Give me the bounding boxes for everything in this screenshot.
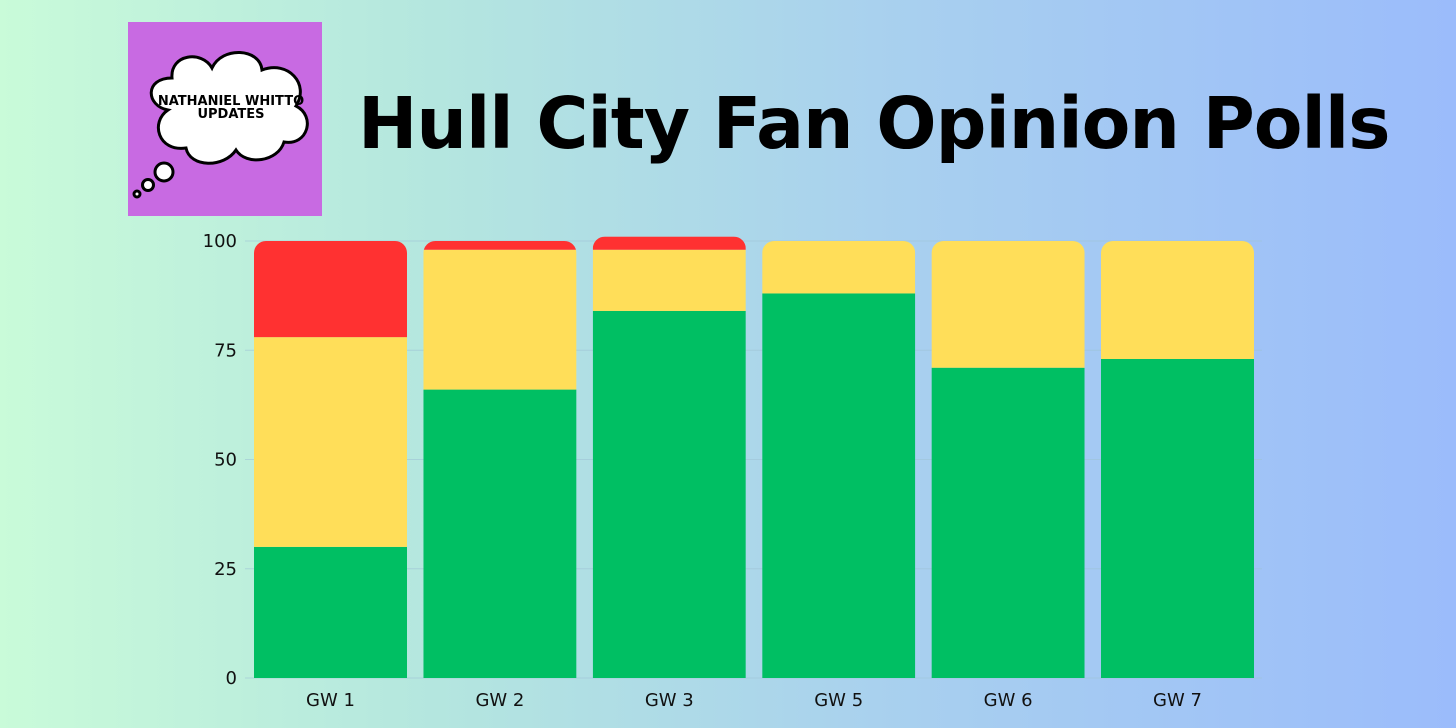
- bars: [254, 236, 1254, 678]
- y-tick-label: 0: [226, 668, 237, 689]
- bar-segment: [1101, 241, 1254, 359]
- bar-stack: [931, 241, 1085, 678]
- bar-segment: [254, 546, 407, 678]
- y-tick-label: 100: [203, 231, 237, 252]
- y-tick-label: 50: [214, 450, 237, 471]
- bar-segment: [423, 389, 577, 678]
- thought-cloud-icon: [132, 51, 309, 199]
- grid-lines: [245, 240, 1262, 679]
- y-tick-label: 75: [214, 340, 237, 361]
- bar-segment: [762, 241, 916, 294]
- x-axis-labels: GW 1 GW 2 GW 3 GW 5 GW 6 GW 7: [306, 690, 1202, 711]
- bar-segment: [592, 310, 746, 678]
- bar-segment: [423, 249, 577, 390]
- chart-title: Hull City Fan Opinion Polls: [358, 82, 1390, 165]
- x-tick-label: GW 7: [1153, 690, 1202, 711]
- x-tick-label: GW 5: [814, 690, 863, 711]
- bar-segment: [592, 249, 746, 311]
- bar-segment: [254, 337, 407, 547]
- bar-segment: [762, 293, 916, 678]
- bar-stack: [1101, 241, 1254, 678]
- bar-stack: [762, 241, 916, 678]
- x-tick-label: GW 3: [645, 690, 694, 711]
- logo-text: NATHANIEL WHITTO UPDATES: [146, 95, 316, 121]
- x-tick-label: GW 2: [475, 690, 524, 711]
- y-tick-label: 25: [214, 559, 237, 580]
- bar-stack: [254, 241, 407, 678]
- bar-stack: [592, 236, 746, 678]
- logo-line-2: UPDATES: [197, 107, 265, 122]
- bar-segment: [592, 236, 746, 250]
- bar-segment: [931, 367, 1085, 678]
- bar-segment: [931, 241, 1085, 368]
- bar-segment: [254, 241, 407, 338]
- x-tick-label: GW 6: [984, 690, 1033, 711]
- bar-segment: [423, 241, 577, 250]
- x-tick-label: GW 1: [306, 690, 355, 711]
- bar-segment: [1101, 358, 1254, 678]
- bar-stack: [423, 241, 577, 678]
- y-axis-labels: 0 25 50 75 100: [203, 231, 237, 689]
- logo-line-1: NATHANIEL WHITTO: [157, 94, 305, 109]
- logo: NATHANIEL WHITTO UPDATES: [128, 22, 322, 216]
